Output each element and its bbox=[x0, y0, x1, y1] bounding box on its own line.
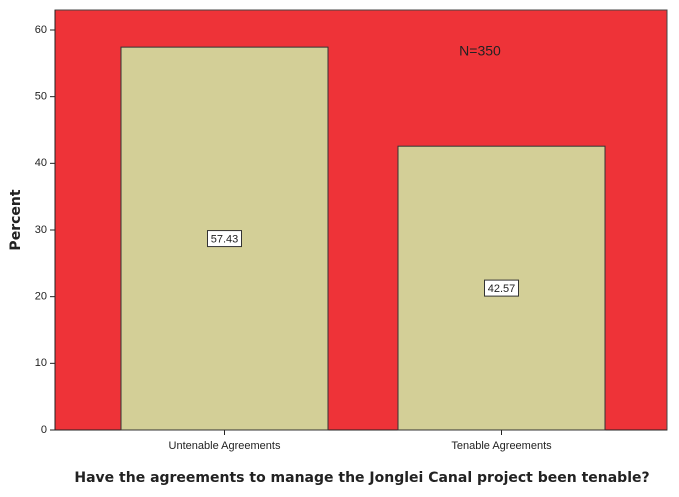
x-tick-label: Tenable Agreements bbox=[451, 440, 552, 452]
value-label-box bbox=[207, 230, 242, 248]
y-tick-label: 60 bbox=[35, 24, 47, 36]
y-tick-label: 0 bbox=[41, 424, 47, 436]
y-tick-label: 40 bbox=[35, 157, 47, 169]
annotation: N=350 bbox=[459, 43, 501, 59]
y-tick-label: 20 bbox=[35, 291, 47, 303]
value-label: 42.57 bbox=[488, 283, 516, 295]
value-label-box bbox=[484, 279, 519, 297]
x-tick-label: Untenable Agreements bbox=[169, 440, 281, 452]
y-tick-label: 50 bbox=[35, 91, 47, 103]
y-tick-label: 30 bbox=[35, 224, 47, 236]
y-axis-label: Percent bbox=[8, 189, 24, 250]
y-tick-label: 10 bbox=[35, 357, 47, 369]
x-axis-label: Have the agreements to manage the Jongle… bbox=[74, 470, 649, 486]
value-label: 57.43 bbox=[211, 233, 239, 245]
